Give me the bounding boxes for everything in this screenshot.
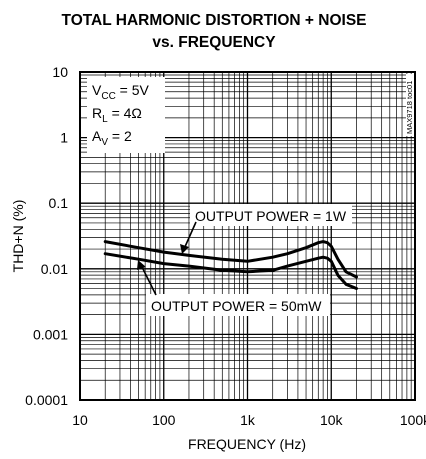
part-number-box [406,74,414,136]
annotation-1w-arrowhead [180,244,189,254]
y-tick-labels: 10 1 0.1 0.01 0.001 0.0001 [25,64,68,408]
x-tick-label: 100 [152,412,176,428]
annotation-50mw-arrowhead [137,260,146,270]
condition-av: AV = 2 [92,128,132,148]
y-tick-label: 0.0001 [25,392,68,408]
y-tick-label: 1 [60,130,68,146]
annotation-1w: OUTPUT POWER = 1W [195,208,347,224]
series-group [103,240,358,290]
condition-vcc: VCC = 5V [92,82,150,102]
y-tick-label: 0.1 [49,195,69,211]
annotation-50mw: OUTPUT POWER = 50mW [151,298,322,314]
x-axis-label: FREQUENCY (Hz) [188,436,306,452]
series-line-1w [103,240,358,279]
chart-title-line2: vs. FREQUENCY [152,34,276,51]
x-tick-label: 100k [400,412,426,428]
annotation-50mw-arrow [140,264,157,296]
annotation-1w-arrow [183,221,197,250]
y-axis-label: THD+N (%) [10,200,26,273]
x-tick-labels: 10 100 1k 10k 100k [72,412,426,428]
conditions-box [87,77,165,153]
chart-title-line1: TOTAL HARMONIC DISTORTION + NOISE [62,12,367,29]
x-tick-label: 10k [320,412,344,428]
y-tick-label: 0.01 [41,261,68,277]
y-tick-label: 0.001 [33,326,68,342]
x-tick-label: 10 [72,412,88,428]
series-line-50mw [103,252,358,290]
y-tick-label: 10 [52,64,68,80]
annotation-50mw-box [146,294,330,316]
condition-rl: RL = 4Ω [92,105,142,125]
x-tick-label: 1k [240,412,256,428]
plot-area-frame [79,71,416,401]
annotation-1w-box [190,204,352,226]
part-number: MAX9718 toc01 [405,81,414,134]
